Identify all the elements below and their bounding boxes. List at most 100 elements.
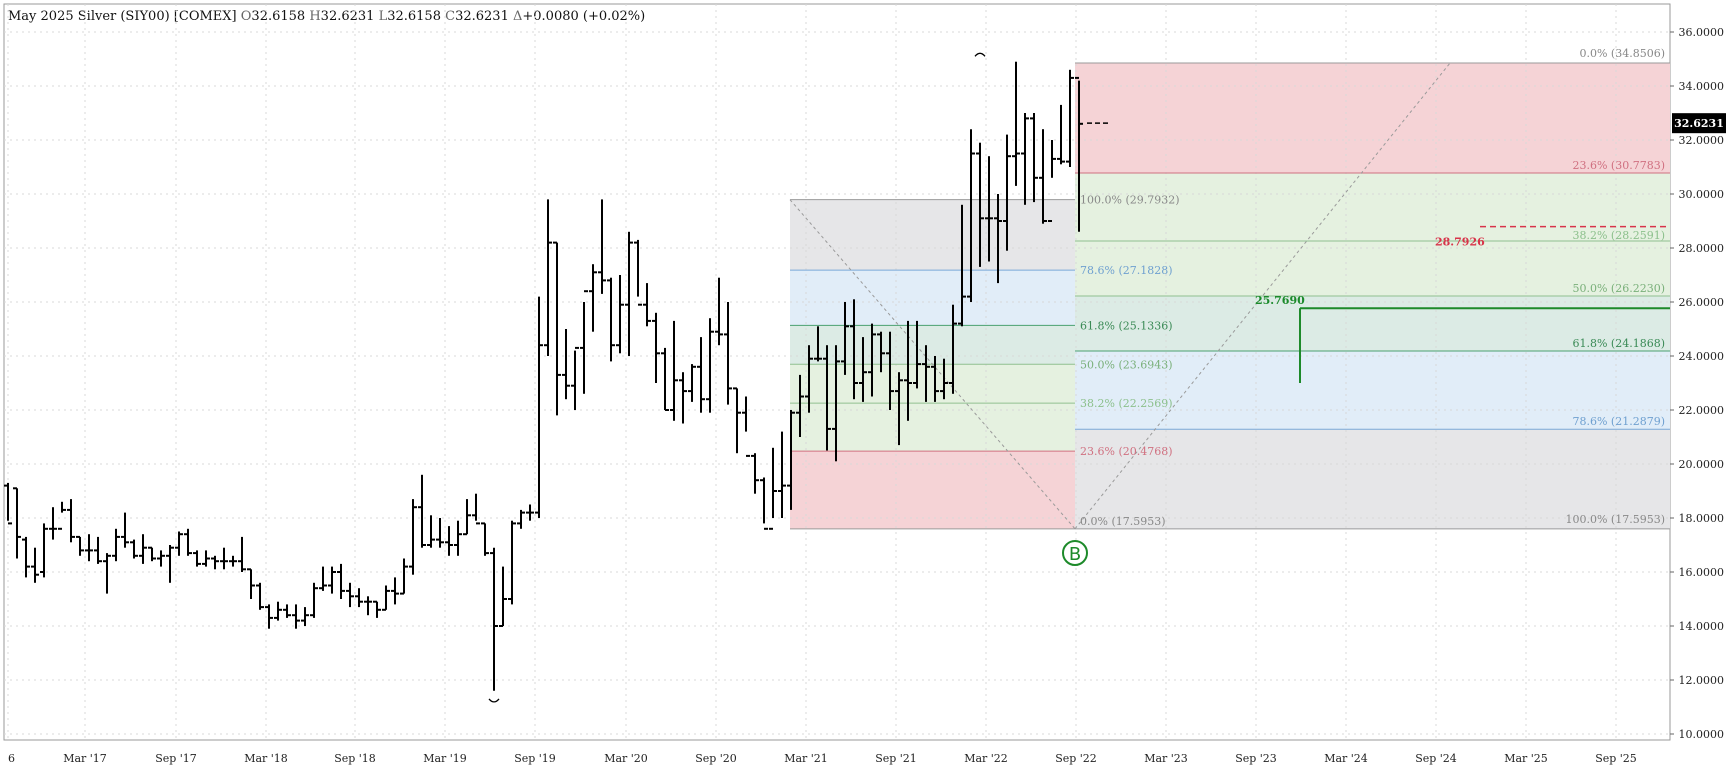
price-bar bbox=[94, 536, 102, 564]
price-bar bbox=[166, 545, 174, 583]
price-bar bbox=[229, 555, 237, 567]
y-tick-label: 32.0000 bbox=[1679, 134, 1725, 147]
price-bar bbox=[634, 239, 642, 306]
price-bar bbox=[49, 507, 57, 540]
price-bar bbox=[382, 585, 390, 611]
fib-right-label-100: 100.0% (17.5953) bbox=[1565, 513, 1665, 526]
green-level-label: 25.7690 bbox=[1255, 294, 1305, 307]
x-tick-label: 6 bbox=[8, 752, 15, 765]
price-bar bbox=[40, 523, 48, 578]
price-bar bbox=[850, 299, 858, 400]
price-bar bbox=[31, 547, 39, 583]
price-bar bbox=[625, 231, 633, 356]
price-bar bbox=[805, 345, 813, 413]
price-bar bbox=[346, 582, 354, 608]
price-bar bbox=[409, 499, 417, 575]
price-bar bbox=[1012, 61, 1020, 186]
open-value: 32.6158 bbox=[251, 9, 306, 24]
fib-left-zone-382-50 bbox=[790, 364, 1075, 404]
price-bar bbox=[769, 447, 777, 530]
price-bar bbox=[661, 347, 669, 411]
price-bar bbox=[940, 358, 948, 400]
price-bar bbox=[958, 204, 966, 327]
price-bar bbox=[823, 345, 831, 451]
price-bar bbox=[733, 387, 741, 454]
price-bar bbox=[184, 528, 192, 556]
price-bar bbox=[895, 372, 903, 446]
price-bar bbox=[724, 302, 732, 405]
fib-left-zone-236-382 bbox=[790, 403, 1075, 452]
price-bar bbox=[1048, 140, 1056, 222]
price-bar bbox=[715, 277, 723, 346]
y-tick-label: 20.0000 bbox=[1679, 458, 1725, 471]
b-marker-label: B bbox=[1069, 544, 1081, 565]
price-bar bbox=[454, 520, 462, 556]
price-bar bbox=[589, 264, 597, 332]
high-label: H bbox=[309, 9, 321, 24]
y-tick-label: 14.0000 bbox=[1679, 620, 1725, 633]
fib-left-label-0: 0.0% (17.5953) bbox=[1080, 515, 1166, 528]
price-bar bbox=[499, 566, 507, 627]
y-tick-label: 18.0000 bbox=[1679, 512, 1725, 525]
swing-high-marker bbox=[974, 52, 986, 57]
price-bar bbox=[931, 356, 939, 402]
price-bar bbox=[994, 194, 1002, 284]
x-tick-label: Sep '17 bbox=[155, 752, 197, 765]
price-bar bbox=[193, 550, 201, 567]
x-tick-label: Mar '19 bbox=[423, 752, 467, 765]
price-bar bbox=[859, 337, 867, 402]
x-tick-label: Sep '24 bbox=[1415, 752, 1457, 765]
price-bar bbox=[1057, 104, 1065, 165]
fib-left-label-100: 100.0% (29.7932) bbox=[1080, 194, 1180, 207]
price-bar bbox=[265, 604, 273, 629]
fib-left-zone-0-236 bbox=[790, 451, 1075, 529]
price-bar bbox=[85, 534, 93, 562]
fib-right-trend-line bbox=[1074, 62, 1451, 530]
price-bar bbox=[247, 568, 255, 599]
price-bar bbox=[508, 520, 516, 605]
price-bar bbox=[742, 396, 750, 457]
price-bar bbox=[580, 290, 588, 394]
price-bar bbox=[598, 199, 606, 294]
price-bar bbox=[490, 547, 498, 691]
price-bar bbox=[301, 607, 309, 626]
price-bar bbox=[814, 326, 822, 362]
price-bar bbox=[652, 312, 660, 383]
fib-left-zone-618-786 bbox=[790, 270, 1075, 326]
swing-low-marker bbox=[488, 698, 500, 703]
x-tick-label: Sep '19 bbox=[514, 752, 556, 765]
fib-right-label-0: 0.0% (34.8506) bbox=[1579, 47, 1665, 60]
price-bar bbox=[328, 566, 336, 594]
price-bar bbox=[553, 241, 561, 416]
y-tick-label: 30.0000 bbox=[1679, 188, 1725, 201]
price-bar bbox=[544, 199, 552, 356]
red-level-label: 28.7926 bbox=[1435, 236, 1485, 249]
price-bar bbox=[238, 536, 246, 572]
price-bar bbox=[526, 504, 534, 521]
price-bar bbox=[274, 601, 282, 621]
price-bar bbox=[706, 318, 714, 413]
price-bar bbox=[751, 453, 759, 494]
fib-left-label-786: 78.6% (27.1828) bbox=[1080, 264, 1173, 277]
price-bar bbox=[1003, 134, 1011, 251]
x-tick-label: Mar '25 bbox=[1504, 752, 1548, 765]
price-bar bbox=[130, 539, 138, 559]
price-bar bbox=[472, 493, 480, 525]
price-bar bbox=[562, 329, 570, 400]
fib-left-label-50: 50.0% (23.6943) bbox=[1080, 358, 1173, 371]
price-bar bbox=[391, 577, 399, 605]
x-tick-label: Mar '20 bbox=[604, 752, 648, 765]
price-bar bbox=[1039, 129, 1047, 224]
low-value: 32.6158 bbox=[387, 9, 441, 24]
change-value: +0.0080 (+0.02%) bbox=[522, 9, 646, 24]
y-tick-label: 34.0000 bbox=[1679, 80, 1725, 93]
price-bar bbox=[202, 550, 210, 567]
fib-right-zone-236-382 bbox=[1075, 172, 1670, 242]
price-bar bbox=[1030, 113, 1038, 203]
price-bar bbox=[787, 410, 795, 510]
x-tick-label: Mar '24 bbox=[1324, 752, 1368, 765]
chart-header: May 2025 Silver (SIY00) [COMEX] O32.6158… bbox=[8, 9, 645, 24]
y-tick-label: 10.0000 bbox=[1679, 728, 1725, 741]
